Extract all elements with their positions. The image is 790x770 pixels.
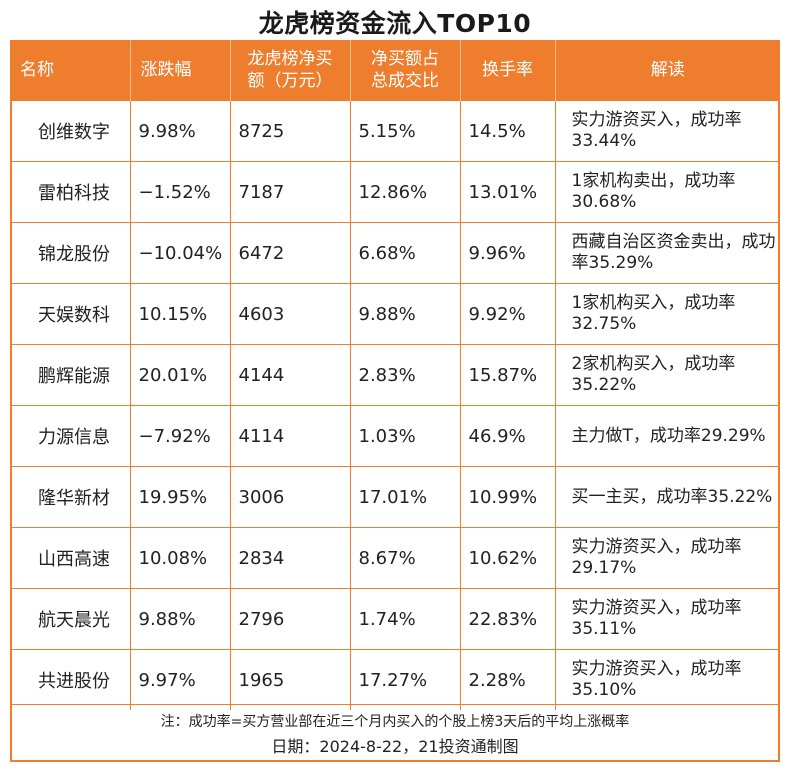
- net-buy-amount-cell: 2796: [229, 588, 350, 650]
- interpretation-cell: 实力游资买入，成功率35.10%: [554, 649, 780, 710]
- stock-name-cell: 雷柏科技: [10, 161, 130, 223]
- change-pct-cell: 9.97%: [129, 649, 230, 710]
- turnover-rate-cell: 10.62%: [459, 527, 555, 589]
- net-buy-ratio-cell: 1.74%: [349, 588, 460, 650]
- turnover-rate-cell: 46.9%: [459, 405, 555, 467]
- table-row: 鹏辉能源 20.01% 4144 2.83% 15.87% 2家机构买入，成功率35.22…: [10, 344, 780, 406]
- net-buy-amount-cell: 8725: [229, 100, 350, 162]
- turnover-rate-cell: 14.5%: [459, 100, 555, 162]
- change-pct-cell: −10.04%: [129, 222, 230, 284]
- page-title: 龙虎榜资金流入TOP10: [258, 9, 532, 38]
- interpretation-cell: 买一主买，成功率35.22%: [554, 466, 780, 528]
- change-pct-cell: −7.92%: [129, 405, 230, 467]
- col-header-name: 名称: [10, 40, 131, 101]
- net-buy-ratio-cell: 8.67%: [349, 527, 460, 589]
- stock-name-cell: 共进股份: [10, 649, 130, 710]
- net-buy-ratio-cell: 17.01%: [349, 466, 460, 528]
- stock-name-cell: 锦龙股份: [10, 222, 130, 284]
- table-row: 隆华新材 19.95% 3006 17.01% 10.99% 买一主买，成功率35.22%: [10, 466, 780, 528]
- interpretation-cell: 实力游资买入，成功率29.17%: [554, 527, 780, 589]
- header-row: 名称 涨跌幅 龙虎榜净买 额（万元） 净买额占 总成交比 换手率 解读: [10, 40, 780, 101]
- interpretation-cell: 主力做T，成功率29.29%: [554, 405, 780, 467]
- interpretation-cell: 1家机构卖出，成功率30.68%: [554, 161, 780, 223]
- net-buy-amount-cell: 2834: [229, 527, 350, 589]
- net-buy-ratio-cell: 12.86%: [349, 161, 460, 223]
- net-buy-amount-cell: 6472: [229, 222, 350, 284]
- change-pct-cell: 10.08%: [129, 527, 230, 589]
- stock-name-cell: 隆华新材: [10, 466, 130, 528]
- table-row: 力源信息 −7.92% 4114 1.03% 46.9% 主力做T，成功率29.29%: [10, 405, 780, 467]
- net-buy-amount-cell: 7187: [229, 161, 350, 223]
- interpretation-cell: 西藏自治区资金卖出，成功率35.29%: [554, 222, 780, 284]
- change-pct-cell: 20.01%: [129, 344, 230, 406]
- change-pct-cell: −1.52%: [129, 161, 230, 223]
- stock-name-cell: 鹏辉能源: [10, 344, 130, 406]
- stock-name-cell: 创维数字: [10, 100, 130, 162]
- interpretation-cell: 1家机构买入，成功率32.75%: [554, 283, 780, 345]
- net-buy-ratio-cell: 6.68%: [349, 222, 460, 284]
- turnover-rate-cell: 15.87%: [459, 344, 555, 406]
- col-header-change: 涨跌幅: [130, 40, 231, 101]
- turnover-rate-cell: 9.96%: [459, 222, 555, 284]
- table-row: 山西高速 10.08% 2834 8.67% 10.62% 实力游资买入，成功率29.17…: [10, 527, 780, 589]
- turnover-rate-cell: 2.28%: [459, 649, 555, 710]
- change-pct-cell: 9.88%: [129, 588, 230, 650]
- col-header-ratio: 净买额占 总成交比: [350, 40, 461, 101]
- col-header-turnover: 换手率: [460, 40, 556, 101]
- table-row: 锦龙股份 −10.04% 6472 6.68% 9.96% 西藏自治区资金卖出，成功率35…: [10, 222, 780, 284]
- table-row: 雷柏科技 −1.52% 7187 12.86% 13.01% 1家机构卖出，成功率30.6…: [10, 161, 780, 223]
- net-buy-amount-cell: 4114: [229, 405, 350, 467]
- change-pct-cell: 9.98%: [129, 100, 230, 162]
- net-buy-ratio-cell: 9.88%: [349, 283, 460, 345]
- net-buy-ratio-cell: 2.83%: [349, 344, 460, 406]
- net-buy-amount-cell: 4144: [229, 344, 350, 406]
- col-header-note: 解读: [555, 40, 780, 101]
- turnover-rate-cell: 13.01%: [459, 161, 555, 223]
- table-row: 航天晨光 9.88% 2796 1.74% 22.83% 实力游资买入，成功率35.11%: [10, 588, 780, 650]
- net-buy-amount-cell: 1965: [229, 649, 350, 710]
- interpretation-cell: 实力游资买入，成功率35.11%: [554, 588, 780, 650]
- stock-name-cell: 天娱数科: [10, 283, 130, 345]
- turnover-rate-cell: 9.92%: [459, 283, 555, 345]
- col-header-net-buy: 龙虎榜净买 额（万元）: [230, 40, 351, 101]
- stock-name-cell: 航天晨光: [10, 588, 130, 650]
- date-credit: 日期：2024-8-22，21投资通制图: [271, 737, 519, 756]
- net-buy-amount-cell: 4603: [229, 283, 350, 345]
- stock-name-cell: 力源信息: [10, 405, 130, 467]
- stock-name-cell: 山西高速: [10, 527, 130, 589]
- table-row: 共进股份 9.97% 1965 17.27% 2.28% 实力游资买入，成功率35.10%: [10, 649, 780, 710]
- net-buy-ratio-cell: 1.03%: [349, 405, 460, 467]
- net-buy-amount-cell: 3006: [229, 466, 350, 528]
- footnote: 注：成功率=买方营业部在近三个月内买入的个股上榜3天后的平均上涨概率: [160, 714, 630, 730]
- table-row: 天娱数科 10.15% 4603 9.88% 9.92% 1家机构买入，成功率32.75%: [10, 283, 780, 345]
- turnover-rate-cell: 22.83%: [459, 588, 555, 650]
- footer-divider: [10, 704, 780, 705]
- interpretation-cell: 2家机构买入，成功率35.22%: [554, 344, 780, 406]
- interpretation-cell: 实力游资买入，成功率33.44%: [554, 100, 780, 162]
- net-buy-ratio-cell: 5.15%: [349, 100, 460, 162]
- top10-table: 名称 涨跌幅 龙虎榜净买 额（万元） 净买额占 总成交比 换手率 解读 创维数字 9.…: [10, 40, 780, 710]
- net-buy-ratio-cell: 17.27%: [349, 649, 460, 710]
- change-pct-cell: 19.95%: [129, 466, 230, 528]
- change-pct-cell: 10.15%: [129, 283, 230, 345]
- turnover-rate-cell: 10.99%: [459, 466, 555, 528]
- table-row: 创维数字 9.98% 8725 5.15% 14.5% 实力游资买入，成功率33.44%: [10, 100, 780, 162]
